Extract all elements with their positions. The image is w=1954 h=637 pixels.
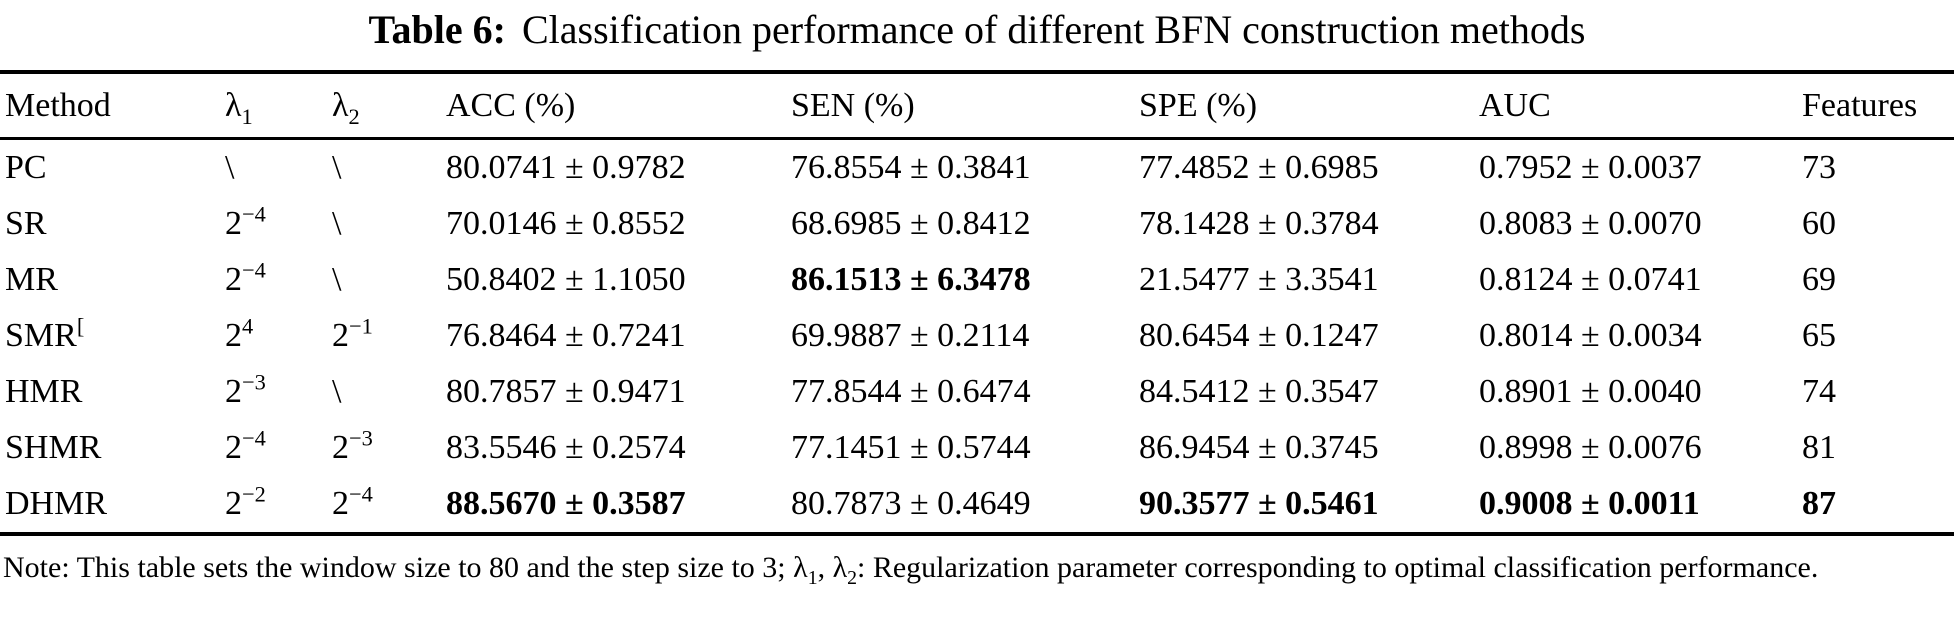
table-cell-spe: 84.5412 ± 0.3547 <box>1139 373 1379 410</box>
column-header-spe: SPE (%) <box>1139 72 1479 140</box>
table-cell-lambda1: 2−4 <box>225 425 266 466</box>
table-cell-auc: 0.7952 ± 0.0037 <box>1479 149 1702 186</box>
table-cell-lambda2: 2−4 <box>332 481 373 522</box>
table-body: PC \ \ 80.0741 ± 0.9782 76.8554 ± 0.3841 77.4… <box>0 139 1954 535</box>
table-cell-features: 81 <box>1802 429 1836 466</box>
table-cell-method: HMR <box>5 373 83 410</box>
table-cell-method: DHMR <box>5 485 108 522</box>
table-cell-sen: 86.1513 ± 6.3478 <box>791 261 1031 298</box>
table-cell-spe: 90.3577 ± 0.5461 <box>1139 485 1379 522</box>
column-header-features: Features <box>1802 72 1954 140</box>
table-cell-features: 74 <box>1802 373 1836 410</box>
table-cell-lambda2: \ <box>332 373 342 410</box>
table-cell-sen: 68.6985 ± 0.8412 <box>791 205 1031 242</box>
table-cell-spe: 78.1428 ± 0.3784 <box>1139 205 1379 242</box>
table-cell-method: SR <box>5 205 47 242</box>
table-cell-lambda2: 2−3 <box>332 425 373 466</box>
table-cell-acc: 70.0146 ± 0.8552 <box>446 205 686 242</box>
table-cell-lambda1: 2−4 <box>225 257 266 298</box>
table-cell-features: 60 <box>1802 205 1836 242</box>
table-cell-spe: 86.9454 ± 0.3745 <box>1139 429 1379 466</box>
table-cell-auc: 0.9008 ± 0.0011 <box>1479 485 1700 522</box>
table-cell-auc: 0.8083 ± 0.0070 <box>1479 205 1702 242</box>
table-cell-acc: 76.8464 ± 0.7241 <box>446 317 686 354</box>
table-cell-features: 69 <box>1802 261 1836 298</box>
table-cell-auc: 0.8124 ± 0.0741 <box>1479 261 1702 298</box>
table-cell-features: 65 <box>1802 317 1836 354</box>
table-footnote: Note: This table sets the window size to… <box>3 551 1819 589</box>
table-cell-features: 87 <box>1802 485 1836 522</box>
table-cell-lambda2: \ <box>332 149 342 186</box>
column-header-lambda2: λ2 <box>332 72 446 140</box>
column-header-auc: AUC <box>1479 72 1802 140</box>
table-cell-acc: 88.5670 ± 0.3587 <box>446 485 686 522</box>
table-cell-sen: 77.8544 ± 0.6474 <box>791 373 1031 410</box>
table-header-row: Method λ1 λ2 ACC (%) SEN (%) SPE (%) AUC Featur… <box>0 72 1954 140</box>
table-cell-lambda2: 2−1 <box>332 313 373 354</box>
column-header-sen: SEN (%) <box>791 72 1139 140</box>
table-row: PC \ \ 80.0741 ± 0.9782 76.8554 ± 0.3841 77.4… <box>0 139 1954 197</box>
table-cell-acc: 80.7857 ± 0.9471 <box>446 373 686 410</box>
table-cell-method: MR <box>5 261 58 298</box>
table-row: SR 2−4 \ 70.0146 ± 0.8552 68.6985 ± 0.8412 78… <box>0 196 1954 252</box>
table-caption-label: Table 6: <box>368 7 506 52</box>
table-cell-lambda1: 2−3 <box>225 369 266 410</box>
table-cell-spe: 80.6454 ± 0.1247 <box>1139 317 1379 354</box>
table-cell-lambda1: \ <box>225 149 235 186</box>
table-cell-auc: 0.8014 ± 0.0034 <box>1479 317 1702 354</box>
table-cell-lambda2: \ <box>332 205 342 242</box>
column-header-acc: ACC (%) <box>446 72 791 140</box>
table-caption: Table 6: Classification performance of di… <box>0 4 1954 56</box>
column-header-method: Method <box>0 72 225 140</box>
column-header-lambda1: λ1 <box>225 72 332 140</box>
table-row: MR 2−4 \ 50.8402 ± 1.1050 86.1513 ± 6.3478 21… <box>0 252 1954 308</box>
table-cell-spe: 77.4852 ± 0.6985 <box>1139 149 1379 186</box>
table-cell-sen: 80.7873 ± 0.4649 <box>791 485 1031 522</box>
table-cell-auc: 0.8901 ± 0.0040 <box>1479 373 1702 410</box>
table-cell-lambda1: 2−2 <box>225 481 266 522</box>
table-cell-lambda1: 2−4 <box>225 201 266 242</box>
table-cell-acc: 80.0741 ± 0.9782 <box>446 149 686 186</box>
table-cell-lambda1: 24 <box>225 313 254 354</box>
table-cell-sen: 77.1451 ± 0.5744 <box>791 429 1031 466</box>
table-cell-features: 73 <box>1802 149 1836 186</box>
table-cell-sen: 69.9887 ± 0.2114 <box>791 317 1030 354</box>
table-cell-method: PC <box>5 149 47 186</box>
table-row: HMR 2−3 \ 80.7857 ± 0.9471 77.8544 ± 0.6474 8… <box>0 364 1954 420</box>
results-table: Method λ1 λ2 ACC (%) SEN (%) SPE (%) AUC Featur… <box>0 70 1954 536</box>
table-cell-acc: 50.8402 ± 1.1050 <box>446 261 686 298</box>
table-cell-acc: 83.5546 ± 0.2574 <box>446 429 686 466</box>
table-cell-spe: 21.5477 ± 3.3541 <box>1139 261 1379 298</box>
table-cell-lambda2: \ <box>332 261 342 298</box>
table-row: SMR[ 24 2−1 76.8464 ± 0.7241 69.9887 ± 0.211… <box>0 308 1954 364</box>
table-cell-method: SHMR <box>5 429 102 466</box>
table-cell-auc: 0.8998 ± 0.0076 <box>1479 429 1702 466</box>
table-row: DHMR 2−2 2−4 88.5670 ± 0.3587 80.7873 ± 0.46… <box>0 476 1954 534</box>
table-cell-method: SMR[ <box>5 313 85 354</box>
table-cell-sen: 76.8554 ± 0.3841 <box>791 149 1031 186</box>
table-row: SHMR 2−4 2−3 83.5546 ± 0.2574 77.1451 ± 0.57… <box>0 420 1954 476</box>
table-caption-text: Classification performance of different … <box>522 7 1586 52</box>
